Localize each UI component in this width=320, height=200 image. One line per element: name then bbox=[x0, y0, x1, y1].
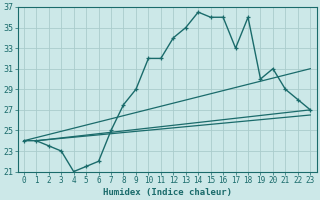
X-axis label: Humidex (Indice chaleur): Humidex (Indice chaleur) bbox=[103, 188, 232, 197]
